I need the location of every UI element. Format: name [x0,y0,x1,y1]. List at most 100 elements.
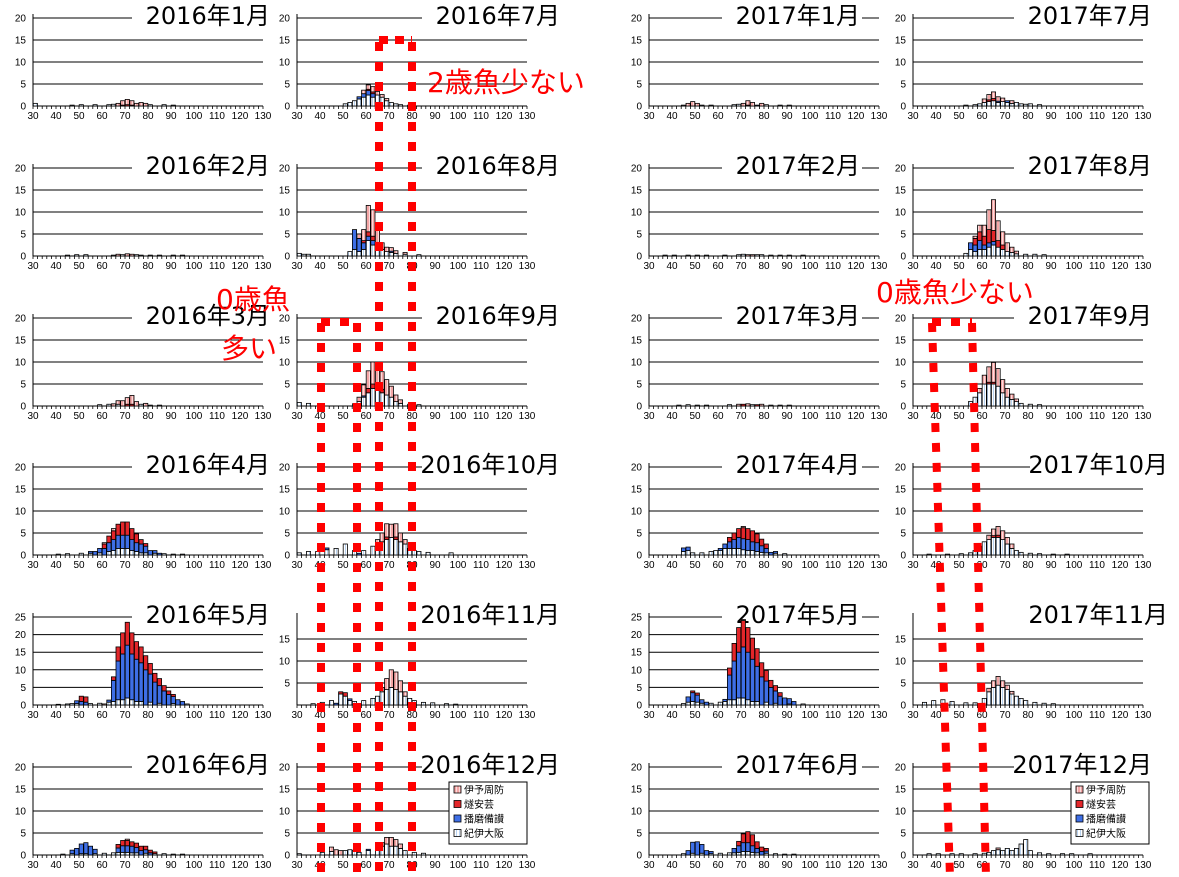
bar-kii-osaka [690,701,696,706]
x-tick-label: 30 [291,261,303,272]
chart-panel-20: 0 5 10 15 30 40 50 60 70 80 90 100 110 120 130 2017年11月 [895,599,1170,721]
bar-kii-osaka [65,553,71,556]
y-tick-label: 20 [15,630,27,641]
bar-kii-osaka [379,845,385,856]
bar-kii-osaka [411,700,417,706]
x-tick-label: 120 [1112,710,1129,721]
bar-harima-bisan [991,241,997,246]
chart-panel-24: 0 5 10 15 20 30 40 50 60 70 80 90 100 110 120 130 2017年1… [895,749,1154,871]
x-tick-label: 90 [165,560,177,571]
x-tick-label: 110 [1089,860,1105,871]
x-tick-label: 70 [999,111,1011,122]
bar-harima-bisan [754,848,760,854]
x-tick-label: 80 [1022,411,1034,422]
bar-kii-osaka [754,551,760,556]
x-tick-label: 60 [96,860,108,871]
bar-hiuchi-aki [379,388,385,394]
bar-kii-osaka [1032,253,1038,257]
y-tick-label: 15 [895,635,907,646]
chart-title-backdrop [1014,300,1154,328]
bar-harima-bisan [977,240,983,250]
x-tick-label: 130 [519,560,536,571]
chart-title-backdrop [422,749,562,777]
bar-kii-osaka [740,697,746,706]
bar-kii-osaka [694,701,700,706]
legend-frame [1070,781,1150,845]
bar-harima-bisan [115,847,121,853]
y-tick-label: 10 [15,208,27,219]
bar-kii-osaka [968,552,974,556]
bar-iyo-suo [402,539,408,545]
bar-kii-osaka [777,254,783,257]
x-tick-label: 100 [450,111,467,122]
x-tick-label: 110 [1089,261,1105,272]
chart-title: 2017年11月 [1028,601,1168,629]
bar-hiuchi-aki [124,840,130,847]
x-tick-label: 50 [337,111,349,122]
x-tick-label: 90 [165,710,177,721]
bar-hiuchi-aki [727,667,733,676]
bar-iyo-suo [379,242,385,250]
chart-title: 2016年12月 [420,751,560,779]
bar-kii-osaka [179,254,185,257]
y-tick-label: 20 [279,314,291,325]
x-tick-label: 80 [758,411,770,422]
bar-harima-bisan [722,543,728,549]
y-tick-label: 5 [20,230,26,241]
chart-panel-15: 0 5 10 15 20 30 40 50 60 70 80 90 100 110 120 130 2017年4… [631,449,888,571]
bar-kii-osaka [777,104,783,107]
y-tick-label: 0 [20,701,26,712]
bar-iyo-suo [1000,97,1006,103]
chart-title: 2017年6月 [736,751,860,779]
bar-hiuchi-aki [754,841,760,849]
bar-iyo-suo [101,542,107,545]
bar-kii-osaka [170,254,176,257]
x-tick-label: 50 [337,411,349,422]
x-tick-label: 60 [712,860,724,871]
x-tick-label: 120 [848,261,865,272]
bar-kii-osaka [981,248,987,257]
chart-title-backdrop [722,150,862,178]
bar-hiuchi-aki [115,844,121,849]
bar-kii-osaka [347,849,353,856]
bar-iyo-suo [740,619,746,621]
y-tick-label: 15 [631,336,643,347]
y-tick-label: 15 [895,36,907,47]
bar-kii-osaka [425,551,431,556]
bar-hiuchi-aki [768,679,774,688]
bar-harima-bisan [986,242,992,248]
x-tick-label: 130 [1135,710,1152,721]
x-tick-label: 110 [209,261,225,272]
y-tick-label: 0 [20,102,26,113]
chart-panel-16: 0 5 10 15 20 30 40 50 60 70 80 90 100 110 120 130 2017年1… [895,449,1170,571]
chart-title: 2016年1月 [146,2,270,30]
bar-kii-osaka [977,103,983,107]
y-tick-label: 15 [15,336,27,347]
y-tick-label: 20 [895,164,907,175]
bar-kii-osaka [704,404,710,407]
x-tick-label: 100 [1066,860,1083,871]
bar-kii-osaka [1004,396,1010,407]
bar-kii-osaka [296,252,302,257]
bar-harima-bisan [133,542,139,552]
bar-kii-osaka [1004,251,1010,257]
chart-title: 2016年8月 [436,152,560,180]
y-tick-label: 20 [895,463,907,474]
bar-iyo-suo [370,361,376,385]
bar-kii-osaka [124,548,130,556]
bar-kii-osaka [374,246,380,257]
bar-kii-osaka [1050,703,1056,706]
chart-title: 2017年3月 [736,302,860,330]
bar-iyo-suo [995,847,1001,851]
bar-kii-osaka [402,695,408,706]
bar-kii-osaka [1041,702,1047,706]
bar-iyo-suo [1004,684,1010,691]
bar-iyo-suo [981,224,987,237]
bar-harima-bisan [759,545,765,553]
bar-harima-bisan [1004,100,1010,103]
bar-kii-osaka [750,404,756,407]
x-tick-label: 60 [96,411,108,422]
y-tick-label: 0 [900,701,906,712]
x-tick-label: 30 [27,560,39,571]
